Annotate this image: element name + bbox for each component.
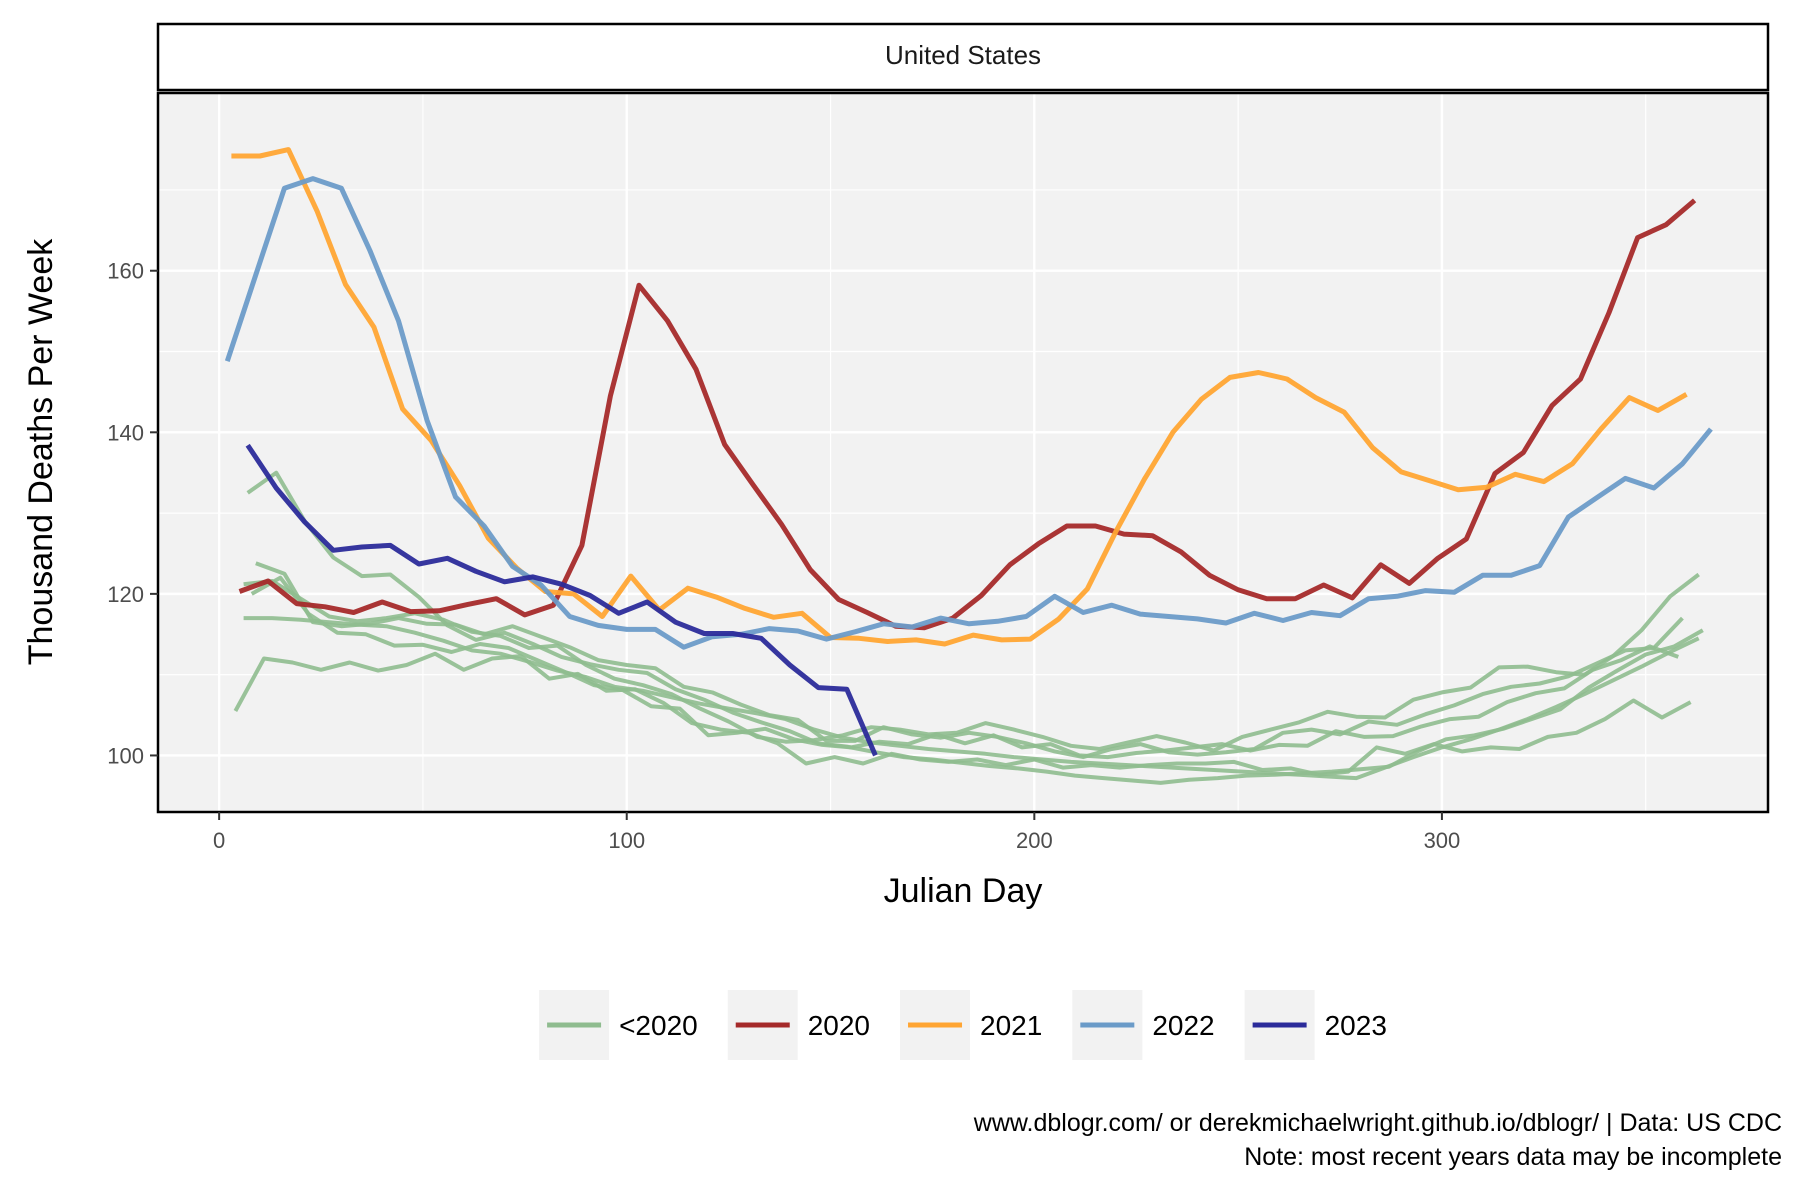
- legend-label: 2022: [1152, 1010, 1214, 1041]
- legend-label: 2023: [1325, 1010, 1387, 1041]
- legend-label: <2020: [619, 1010, 698, 1041]
- legend: <2020 2020 2021 2022 2023: [539, 990, 1387, 1060]
- x-tick-label: 0: [213, 828, 225, 853]
- y-tick-label: 160: [107, 259, 144, 284]
- series-line-lt2020-0: [233, 651, 1692, 777]
- series-line-2022-8: [224, 176, 1713, 650]
- facet-title: United States: [885, 40, 1041, 70]
- series-line-lt2020-4: [255, 561, 1684, 760]
- legend-label: 2021: [980, 1010, 1042, 1041]
- legend-label: 2020: [808, 1010, 870, 1041]
- panel-border: [156, 91, 1770, 814]
- y-axis: 100 120 140 160: [107, 259, 158, 768]
- x-tick-label: 200: [1016, 828, 1053, 853]
- series-line-lt2020-5: [243, 572, 1700, 753]
- caption-line-1: www.dblogr.com/ or derekmichaelwright.gi…: [973, 1109, 1782, 1137]
- series-line-2023-9: [245, 443, 878, 757]
- caption-line-2: Note: most recent years data may be inco…: [1244, 1143, 1782, 1171]
- series-line-lt2020-1: [243, 616, 1700, 781]
- series-line-lt2020-3: [250, 575, 1679, 760]
- x-axis: 0 100 200 300: [213, 812, 1460, 853]
- series-line-2021-7: [231, 147, 1688, 647]
- facet-strip: [156, 22, 1770, 92]
- x-axis-title: Julian Day: [884, 872, 1043, 910]
- major-gridlines: [158, 93, 1768, 812]
- y-tick-label: 100: [107, 743, 144, 768]
- minor-gridlines: [158, 93, 1768, 812]
- y-tick-label: 120: [107, 582, 144, 607]
- series-lines: [224, 147, 1713, 785]
- x-tick-label: 300: [1424, 828, 1461, 853]
- series-line-2020-6: [238, 198, 1697, 631]
- y-axis-title: Thousand Deaths Per Week: [22, 238, 60, 665]
- y-tick-label: 140: [107, 420, 144, 445]
- x-tick-label: 100: [608, 828, 645, 853]
- plot-panel: [158, 93, 1768, 812]
